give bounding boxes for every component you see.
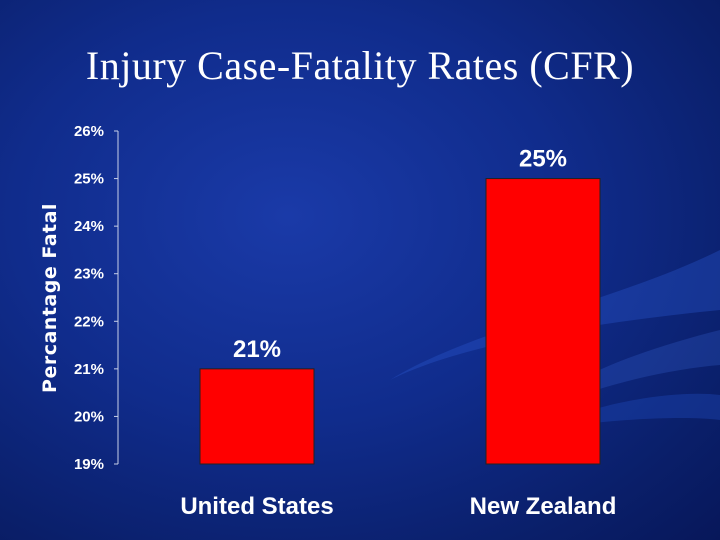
y-tick-label: 22% [74, 313, 104, 330]
x-category-label: United States [180, 493, 333, 520]
y-axis-label: Percantage Fatal [39, 203, 61, 393]
bar-value-label: 21% [233, 336, 281, 363]
bar-value-label: 25% [519, 146, 567, 173]
slide-title: Injury Case-Fatality Rates (CFR) [85, 43, 635, 88]
y-tick-label: 21% [74, 361, 104, 378]
y-tick-label: 20% [74, 408, 104, 425]
y-tick-label: 26% [74, 123, 104, 140]
y-tick-label: 19% [74, 456, 104, 473]
bar [485, 178, 601, 465]
axis-layer: 19% 20% 21% 22% 23% 24% 25% 26% [74, 123, 119, 473]
bar [199, 368, 315, 465]
y-tick-label: 24% [74, 218, 104, 235]
bar-layer [199, 178, 601, 465]
y-tick-label: 23% [74, 266, 104, 283]
x-category-label: New Zealand [470, 493, 617, 520]
y-tick-label: 25% [74, 171, 104, 188]
label-layer: 21% United States 25% New Zealand [180, 146, 616, 520]
